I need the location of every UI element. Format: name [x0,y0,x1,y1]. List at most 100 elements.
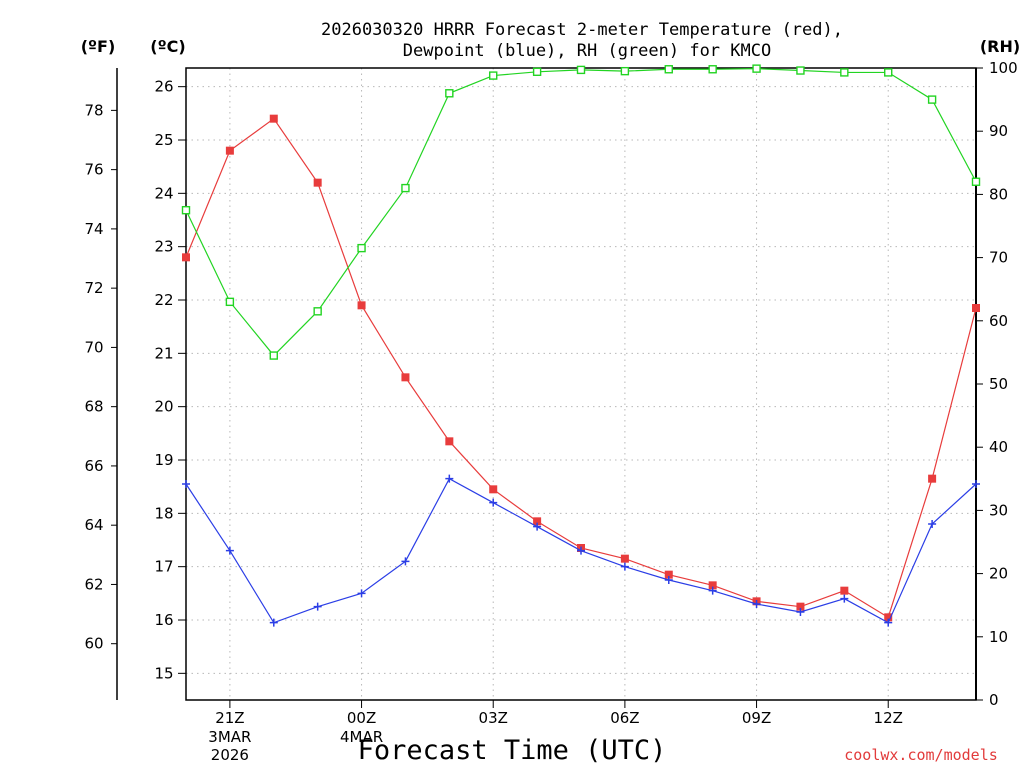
data-point-rh [532,67,542,76]
data-point-rh [401,183,410,193]
fahrenheit-tick-label: 64 [84,516,103,534]
chart-title-line1: 2026030320 HRRR Forecast 2-meter Tempera… [321,20,843,40]
x-tick-label: 03Z [479,709,508,727]
data-point-rh [445,89,454,98]
chart-title-line2: Dewpoint (blue), RH (green) for KMCO [403,41,771,61]
credit-text: coolwx.com/models [844,746,998,764]
rh-tick-label: 90 [989,122,1008,140]
data-point-rh [664,65,673,74]
series-rh [181,64,981,360]
x-axis-title: Forecast Time (UTC) [358,735,667,766]
rh-tick-label: 40 [989,438,1008,456]
data-point-rh [840,68,849,77]
series-dewpoint [182,474,980,627]
fahrenheit-tick-label: 70 [84,338,103,356]
series-line-rh [185,68,977,357]
data-point-2-meter-temperature [884,613,893,622]
celsius-tick-label: 25 [154,131,173,149]
data-point-dewpoint [708,586,717,595]
celsius-tick-label: 17 [154,558,173,576]
data-point-dewpoint [269,618,278,627]
celsius-tick-label: 20 [154,398,173,416]
rh-tick-label: 30 [989,501,1008,519]
x-tick-label: 06Z [610,709,639,727]
data-point-dewpoint [182,480,190,488]
data-point-dewpoint [840,594,849,603]
celsius-tick-label: 24 [154,184,173,202]
data-point-rh [796,66,805,75]
rh-tick-label: 0 [989,691,999,709]
data-point-2-meter-temperature [269,114,278,123]
data-point-rh [927,95,937,104]
data-point-dewpoint [489,498,498,507]
data-point-rh [576,65,586,75]
data-point-dewpoint [357,589,366,598]
celsius-tick-label: 16 [154,611,173,629]
rh-tick-label: 70 [989,249,1008,267]
rh-tick-label: 20 [989,565,1008,583]
data-point-dewpoint [620,562,629,571]
x-tick-date-label: 4MAR [340,728,383,746]
series-2-meter-temperature [182,114,980,622]
fahrenheit-tick-label: 66 [84,457,103,475]
axes: 15 16 17 18 19 20 21 22 23 24 25 26 60 62 64 66 68 70 72 74… [84,59,1017,764]
fahrenheit-axis-unit: (ºF) [81,37,116,56]
celsius-tick-label: 23 [154,238,173,256]
fahrenheit-tick-label: 74 [84,220,103,238]
data-point-2-meter-temperature [357,301,366,310]
data-point-dewpoint [533,522,542,531]
rh-tick-label: 10 [989,628,1008,646]
data-point-rh [313,307,322,316]
fahrenheit-tick-label: 68 [84,398,103,416]
data-point-dewpoint [796,608,805,616]
x-tick-label: 21Z [215,709,244,727]
fahrenheit-tick-label: 72 [84,279,103,297]
data-point-rh [708,65,717,74]
data-point-dewpoint [577,546,585,555]
celsius-axis-unit: (ºC) [150,37,185,56]
data-point-2-meter-temperature [796,602,805,611]
data-point-2-meter-temperature [445,437,454,446]
celsius-tick-label: 26 [154,78,173,96]
x-tick-date-label: 3MAR [208,728,251,746]
data-point-2-meter-temperature [225,146,234,155]
fahrenheit-tick-label: 60 [84,635,103,653]
data-point-2-meter-temperature [840,586,849,595]
data-point-2-meter-temperature [182,253,190,262]
celsius-tick-label: 15 [154,664,173,682]
data-point-rh [181,205,191,215]
data-point-rh [269,351,278,360]
data-point-2-meter-temperature [972,304,980,312]
data-point-dewpoint [752,600,761,608]
x-tick-label: 12Z [874,709,903,727]
data-point-rh [225,297,235,307]
rh-tick-label: 100 [989,59,1018,77]
fahrenheit-tick-label: 78 [84,101,103,119]
data-point-rh [752,64,761,73]
series-layer [181,64,981,627]
data-point-dewpoint [313,602,322,611]
data-point-dewpoint [664,576,673,584]
data-point-2-meter-temperature [708,581,717,590]
data-point-2-meter-temperature [928,474,937,483]
data-point-2-meter-temperature [533,517,542,526]
grid [186,68,976,700]
data-point-2-meter-temperature [489,485,498,494]
rh-tick-label: 80 [989,185,1008,203]
data-point-2-meter-temperature [664,570,673,579]
data-point-dewpoint [928,520,937,528]
data-point-2-meter-temperature [313,178,322,187]
data-point-rh [357,243,366,253]
data-point-dewpoint [445,474,454,483]
fahrenheit-tick-label: 62 [84,575,103,593]
celsius-tick-label: 21 [154,344,173,362]
rh-axis-unit: (RH) [980,37,1020,56]
data-point-dewpoint [225,546,234,555]
data-point-dewpoint [972,480,980,488]
fahrenheit-tick-label: 76 [84,161,103,179]
rh-tick-label: 60 [989,312,1008,330]
data-point-2-meter-temperature [401,373,410,382]
x-tick-label: 09Z [742,709,771,727]
data-point-dewpoint [884,618,893,627]
